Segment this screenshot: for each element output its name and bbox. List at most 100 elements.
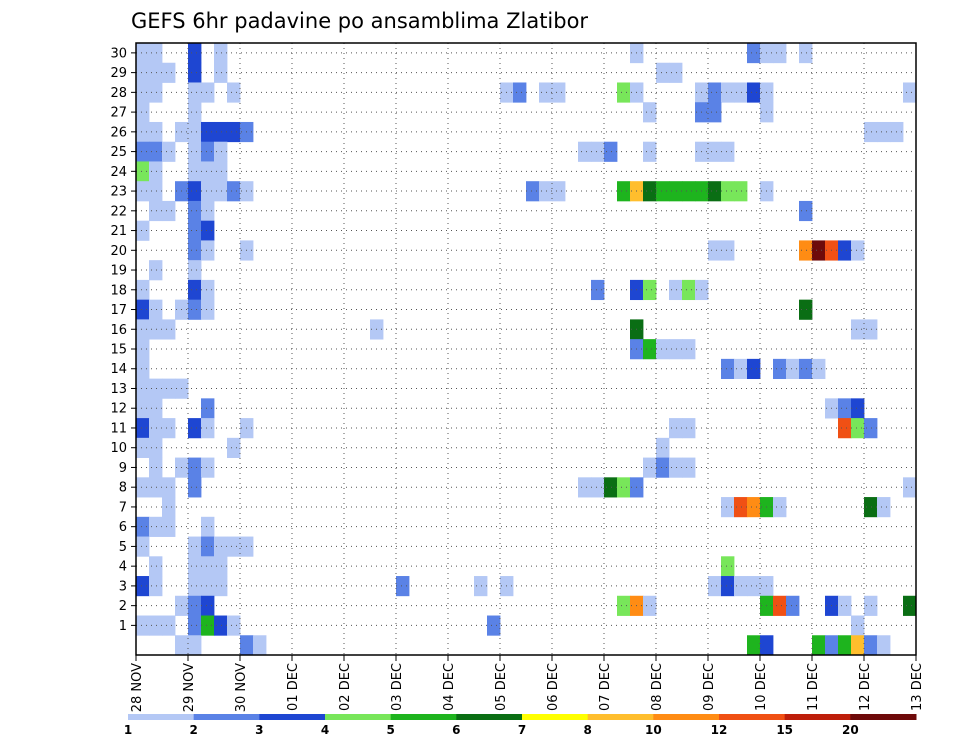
data-cell [474,576,488,597]
y-tick-label: 21 [110,224,127,239]
data-cell [149,299,163,320]
legend-swatch [522,714,589,720]
data-cell [136,516,150,537]
x-tick-label: 05 DEC [494,663,509,711]
data-cell [227,615,241,636]
data-cell [604,141,618,162]
data-cell [149,319,163,340]
legend-swatch [653,714,720,720]
legend-label: 15 [776,723,793,737]
data-cell [669,457,683,478]
data-cell [734,358,748,380]
data-cell [162,319,176,340]
color-legend: 1 2 3 4 5 6 7 8 10 12 15 20 [124,714,917,737]
data-cell [812,240,826,261]
x-tick-label: 10 DEC [754,663,769,711]
data-cell [721,358,735,380]
data-cell [747,576,761,597]
data-cell [708,141,722,162]
data-cell [149,43,163,64]
y-tick-label: 24 [110,165,127,180]
x-tick-label: 09 DEC [702,663,717,711]
data-cell [162,378,176,399]
data-cell [136,141,150,162]
data-cell [201,418,215,439]
data-cell [838,418,852,439]
data-cell [188,181,202,202]
data-cell [136,398,150,419]
data-cell [734,576,748,597]
legend-label: 4 [321,723,329,737]
data-cell [188,43,202,64]
data-cell [188,457,202,478]
legend-label: 1 [124,723,132,737]
data-cell [708,102,722,123]
y-tick-label: 22 [110,204,127,219]
data-cell [903,477,917,498]
data-cell [188,102,202,123]
data-cell [604,477,618,498]
data-cell [149,161,163,182]
data-cell [136,477,150,498]
legend-swatch [456,714,523,720]
legend-swatch [325,714,392,720]
data-cell [682,339,696,360]
data-cell [617,477,631,498]
data-cell [136,299,150,320]
data-cell [721,576,735,597]
data-cell [903,595,917,616]
data-cell [214,556,228,577]
data-cell [721,556,735,577]
data-cell [396,576,410,597]
y-tick-label: 15 [110,343,127,358]
legend-swatch [128,714,195,720]
data-cell [188,299,202,320]
y-tick-label: 30 [110,46,127,61]
data-cell [188,161,202,182]
y-tick-label: 17 [110,303,127,318]
data-cell [656,437,670,458]
data-cell [227,181,241,202]
data-cell [656,339,670,360]
y-tick-label: 20 [110,244,127,259]
y-tick-label: 10 [110,441,127,456]
data-cell [539,82,553,103]
data-cell [162,141,176,162]
legend-label: 20 [842,723,859,737]
y-axis: 1234567891011121314151617181920212223242… [110,46,136,634]
legend-label: 8 [583,723,591,737]
data-cell [162,615,176,636]
data-cell [188,279,202,301]
data-cell [188,121,202,143]
data-cell [149,516,163,537]
data-cell [747,497,761,518]
y-tick-label: 13 [110,382,127,397]
data-cell [149,200,163,222]
legend-swatch [587,714,654,720]
data-cell [201,141,215,162]
y-tick-label: 28 [110,86,127,101]
data-cell [188,477,202,498]
data-cell [136,378,150,399]
data-cell [201,536,215,557]
data-cell [162,516,176,537]
data-cell [149,457,163,478]
data-cell [643,595,657,616]
data-cell [578,141,592,162]
data-cell [617,595,631,616]
data-cell [201,279,215,301]
data-cell [214,536,228,557]
data-cell [851,398,865,419]
data-cell [214,576,228,597]
data-cell [864,418,878,439]
data-cell [708,576,722,597]
data-cell [682,279,696,301]
data-cell [643,141,657,162]
y-tick-label: 27 [110,106,127,121]
data-cell [149,398,163,419]
data-cell [747,358,761,380]
data-cell [760,635,774,656]
legend-label: 3 [255,723,263,737]
data-cell [786,358,800,380]
